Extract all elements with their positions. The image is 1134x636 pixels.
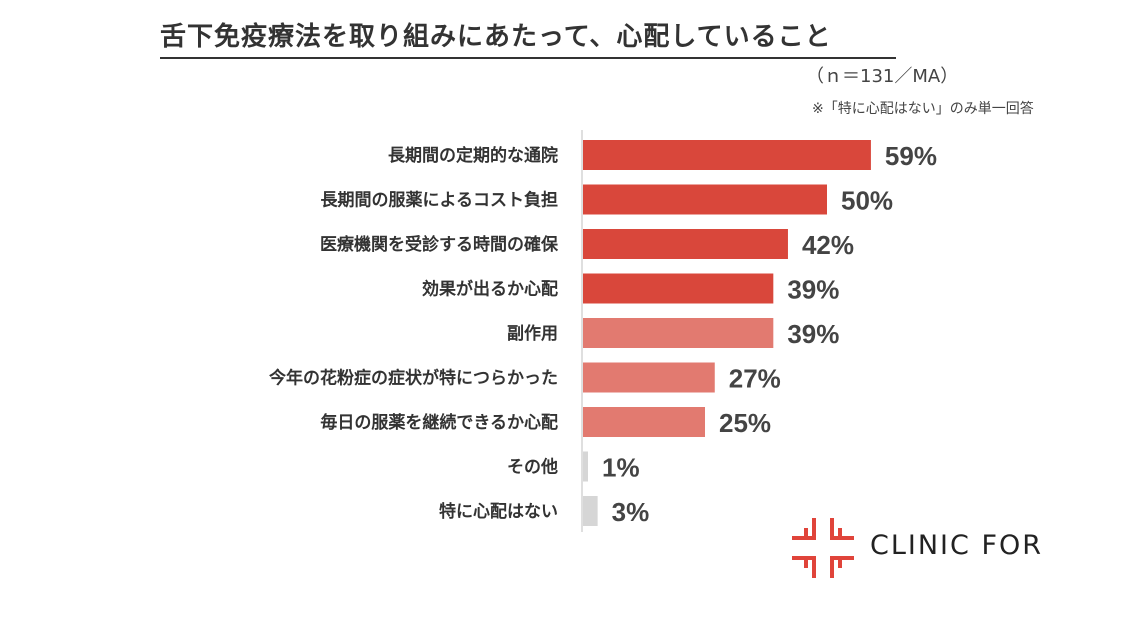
bar — [583, 451, 588, 482]
bar — [583, 273, 774, 304]
category-label: 長期間の定期的な通院 — [388, 145, 558, 166]
value-label: 39% — [787, 319, 839, 349]
brand-name: CLINIC FOR — [870, 530, 1043, 561]
value-label: 42% — [802, 230, 854, 260]
value-label: 59% — [885, 141, 937, 171]
bar — [583, 362, 715, 393]
value-label: 39% — [787, 275, 839, 305]
bar — [583, 318, 774, 348]
bar — [583, 496, 598, 526]
value-label: 1% — [602, 453, 640, 483]
category-label: 毎日の服薬を継続できるか心配 — [320, 412, 558, 433]
category-label: 長期間の服薬によるコスト負担 — [321, 191, 559, 211]
value-label: 25% — [719, 408, 771, 438]
category-label: 副作用 — [507, 323, 558, 344]
category-label: 効果が出るか心配 — [422, 279, 558, 300]
value-label: 50% — [841, 186, 893, 216]
bar — [583, 140, 871, 170]
chart-title: 舌下免疫療法を取り組みにあたって、心配していること — [160, 16, 896, 59]
bar — [583, 407, 705, 437]
value-label: 27% — [729, 364, 781, 394]
bar — [583, 229, 788, 259]
category-label: 今年の花粉症の症状が特につらかった — [269, 368, 558, 389]
category-label: 特に心配はない — [439, 501, 558, 522]
footnote: ※「特に心配はない」のみ単一回答 — [812, 101, 1034, 117]
clinic-for-logo: CLINIC FOR — [790, 516, 1090, 580]
category-label: その他 — [507, 457, 558, 478]
bar — [583, 184, 827, 215]
category-label: 医療機関を受診する時間の確保 — [320, 234, 559, 255]
value-label: 3% — [612, 497, 650, 527]
sample-size-note: （ｎ＝131／MA） — [806, 66, 959, 87]
cross-logo-icon — [792, 518, 854, 578]
